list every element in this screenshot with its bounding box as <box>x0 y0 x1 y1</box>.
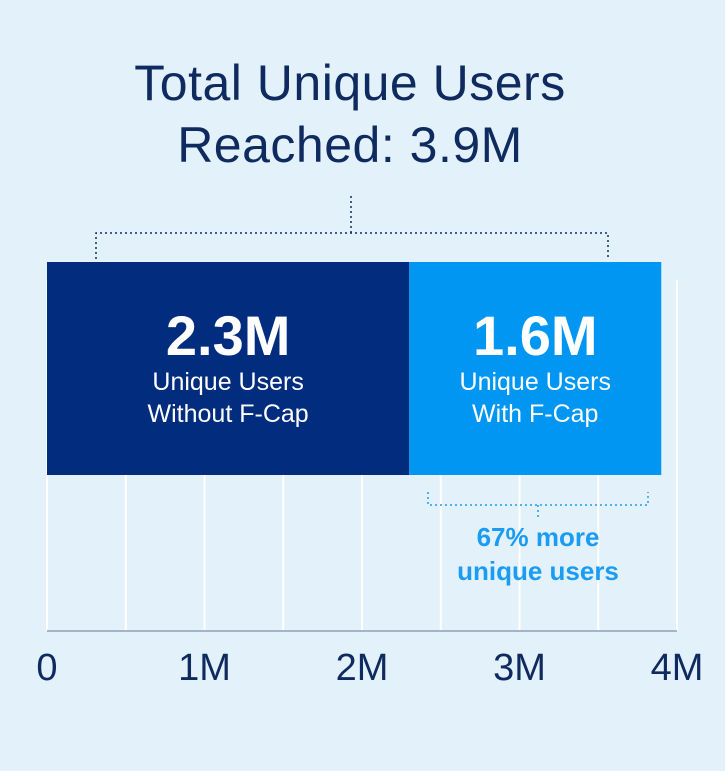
bar-desc-line-1: Unique Users <box>459 368 611 396</box>
difference-bracket <box>427 492 649 506</box>
bar-label-with-fcap: 1.6M Unique Users With F-Cap <box>409 306 661 430</box>
bar-value-without-fcap: 2.3M <box>165 304 291 367</box>
total-bracket <box>95 232 609 259</box>
annotation-line-1: 67% more <box>476 522 600 552</box>
bar-desc-line-1: Unique Users <box>152 368 304 396</box>
chart-title: Total Unique Users Reached: 3.9M <box>0 52 700 176</box>
x-tick-label: 4M <box>650 647 704 689</box>
x-tick-label: 2M <box>335 647 389 689</box>
chart-title-line-1: Total Unique Users <box>134 55 566 111</box>
increase-annotation: 67% more unique users <box>418 520 658 588</box>
bar-value-with-fcap: 1.6M <box>473 304 598 367</box>
bar-with-fcap <box>409 262 662 475</box>
x-tick-label: 0 <box>36 647 58 689</box>
bar-label-without-fcap: 2.3M Unique Users Without F-Cap <box>47 306 409 430</box>
annotation-line-2: unique users <box>457 556 619 586</box>
x-tick-label: 1M <box>178 647 231 689</box>
x-tick-label: 3M <box>493 647 546 689</box>
bar-without-fcap <box>47 262 410 475</box>
bar-desc-line-2: With F-Cap <box>472 400 599 428</box>
bar-desc-line-2: Without F-Cap <box>147 400 309 428</box>
chart-title-line-2: Reached: 3.9M <box>177 117 523 173</box>
